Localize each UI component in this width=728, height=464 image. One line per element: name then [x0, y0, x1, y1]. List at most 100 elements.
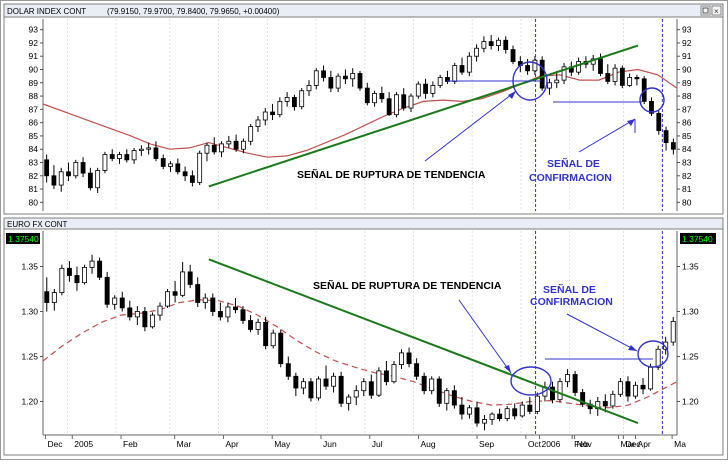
bottom-candle-body: [134, 311, 140, 318]
top-candle-body: [44, 159, 50, 177]
top-y-tick-label-right: 92: [682, 38, 692, 48]
bottom-candle-body: [346, 396, 352, 404]
top-y-tick-label-left: 87: [29, 104, 39, 114]
bottom-candle-body: [180, 271, 186, 296]
top-candle-body: [102, 154, 108, 171]
bottom-candle-body: [557, 381, 563, 401]
bottom-candle-body: [112, 297, 118, 305]
top-restore-button[interactable]: [700, 5, 711, 16]
top-candle-body: [146, 147, 152, 150]
x-tick-label: Mar: [620, 439, 635, 449]
bottom-candle-body: [572, 374, 578, 393]
top-break-arrow: [424, 90, 517, 162]
top-candle-body: [510, 49, 516, 62]
bottom-candle-body: [195, 284, 201, 303]
top-panel: [3, 3, 724, 215]
bottom-candle-body: [648, 366, 654, 390]
top-candle-body: [299, 90, 305, 108]
top-y-tick-label-left: 83: [29, 158, 39, 168]
top-candle-body: [459, 65, 465, 73]
top-candle-body: [73, 162, 79, 177]
bottom-confirm-label-2: CONFIRMACION: [530, 296, 613, 308]
bottom-candle-body: [225, 306, 231, 318]
bottom-candle-body: [391, 364, 397, 383]
top-y-tick-label-right: 91: [682, 51, 692, 61]
top-y-tick-label-left: 84: [29, 144, 39, 154]
x-tick-label: Aug: [421, 439, 436, 449]
top-candle-body: [415, 83, 421, 97]
top-close-button[interactable]: [711, 5, 722, 16]
bottom-last-price-box-right: [680, 233, 716, 244]
top-y-tick-label-left: 81: [29, 184, 39, 194]
bottom-candle-body: [104, 276, 110, 305]
top-candle-body: [401, 94, 407, 109]
bottom-break-label: SEÑAL DE RUPTURA DE TENDENCIA: [313, 279, 502, 292]
bottom-candle-body: [368, 381, 374, 396]
bottom-candle-body: [172, 291, 178, 296]
top-annotations: SEÑAL DE RUPTURA DE TENDENCIA SEÑAL DE C…: [297, 157, 612, 184]
bottom-candle-body: [466, 407, 472, 415]
top-candle-body: [131, 150, 137, 161]
bottom-y-tick-label-right: 1.30: [682, 307, 699, 317]
top-y-tick-label-left: 89: [29, 78, 39, 88]
x-tick-label: May: [274, 439, 291, 449]
bottom-candle-body: [504, 408, 510, 420]
top-y-tick-label-right: 82: [682, 171, 692, 181]
top-candle-body: [372, 93, 377, 104]
bottom-candle-body: [451, 390, 457, 406]
top-candle-body: [277, 100, 283, 116]
bottom-candle-body: [670, 320, 676, 343]
top-candle-body: [343, 75, 348, 80]
top-panel-ohlc: (79.9150, 79.9700, 79.8400, 79.9650, +0.…: [107, 7, 280, 16]
top-trend-line: [208, 44, 639, 188]
bottom-candle-body: [361, 381, 367, 392]
top-y-tick-label-left: 91: [29, 51, 39, 61]
bottom-candle-body: [232, 306, 238, 311]
top-candle-body: [437, 77, 443, 86]
top-y-tick-label-left: 85: [29, 131, 39, 141]
bottom-candle-body: [444, 390, 450, 404]
bottom-last-price-left: 1.37540: [8, 234, 39, 244]
bottom-candle-body: [278, 332, 284, 365]
bottom-candle-body: [512, 408, 518, 417]
top-candle-body: [109, 154, 115, 159]
bottom-candle-body: [44, 291, 50, 303]
top-candle-body: [204, 144, 210, 154]
top-candle-body: [95, 170, 101, 189]
bottom-candle-body: [149, 314, 155, 328]
top-y-tick-label-right: 87: [682, 104, 692, 114]
bottom-candle-body: [165, 291, 171, 307]
maximize-icon: [702, 7, 709, 14]
bottom-confirm-label-1: SEÑAL DE: [543, 283, 596, 296]
top-candle-body: [51, 175, 57, 186]
bottom-candle-body: [436, 378, 442, 404]
top-y-tick-label-right: 93: [682, 25, 692, 35]
top-candle-body: [255, 119, 261, 128]
bottom-candle-body: [270, 332, 276, 347]
x-tick-label: Ma: [674, 439, 686, 449]
x-tick-label: Feb: [123, 439, 138, 449]
top-candle-body: [306, 85, 312, 92]
bottom-candle-body: [580, 392, 586, 405]
top-candle-body: [350, 73, 356, 80]
top-candle-body: [335, 75, 341, 89]
top-y-tick-label-right: 86: [682, 118, 692, 128]
bottom-candle-body: [549, 386, 555, 401]
top-candle-body: [80, 162, 86, 174]
bottom-candle-body: [602, 401, 608, 407]
bottom-candle-body: [217, 311, 223, 318]
bottom-candle-body: [255, 321, 261, 330]
bottom-candle-body: [421, 375, 427, 392]
bottom-candle-body: [489, 413, 495, 420]
top-y-tick-label-right: 85: [682, 131, 692, 141]
top-candle-body: [605, 73, 611, 82]
top-candle-body: [503, 39, 509, 50]
dollar-index-plot: 93 93 92 92 91 91 90 90 89 89 88 88 87 87 86 86 85 85 84 84…: [29, 19, 692, 211]
bottom-candle-body: [187, 271, 193, 285]
top-candle-body: [219, 143, 224, 153]
top-candle-body: [270, 111, 275, 116]
bottom-candle-body: [74, 275, 80, 284]
top-candle-body: [496, 39, 501, 46]
top-y-tick-label-left: 86: [29, 118, 39, 128]
bottom-candle-body: [285, 363, 291, 377]
